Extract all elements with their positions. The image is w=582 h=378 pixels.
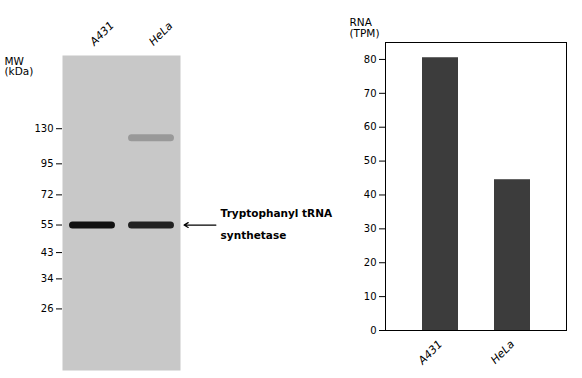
svg-text:0: 0: [370, 325, 376, 336]
svg-text:130: 130: [34, 123, 53, 134]
svg-text:95: 95: [41, 158, 54, 169]
svg-text:26: 26: [41, 303, 54, 314]
svg-text:A431: A431: [87, 19, 117, 49]
svg-text:30: 30: [364, 223, 377, 234]
svg-text:20: 20: [364, 257, 377, 268]
svg-text:HeLa: HeLa: [488, 338, 517, 367]
svg-text:Tryptophanyl tRNA: Tryptophanyl tRNA: [221, 207, 333, 219]
svg-text:80: 80: [364, 54, 377, 65]
svg-text:43: 43: [41, 247, 54, 258]
svg-text:34: 34: [41, 273, 54, 284]
svg-text:40: 40: [364, 189, 377, 200]
svg-text:A431: A431: [415, 338, 445, 368]
svg-text:50: 50: [364, 155, 377, 166]
svg-text:70: 70: [364, 88, 377, 99]
svg-text:HeLa: HeLa: [146, 19, 175, 48]
svg-text:55: 55: [41, 219, 54, 230]
svg-text:60: 60: [364, 121, 377, 132]
svg-text:MW(kDa): MW(kDa): [5, 55, 34, 78]
svg-text:72: 72: [41, 189, 54, 200]
svg-text:synthetase: synthetase: [221, 229, 287, 241]
svg-text:10: 10: [364, 291, 377, 302]
svg-text:RNA(TPM): RNA(TPM): [350, 16, 380, 39]
